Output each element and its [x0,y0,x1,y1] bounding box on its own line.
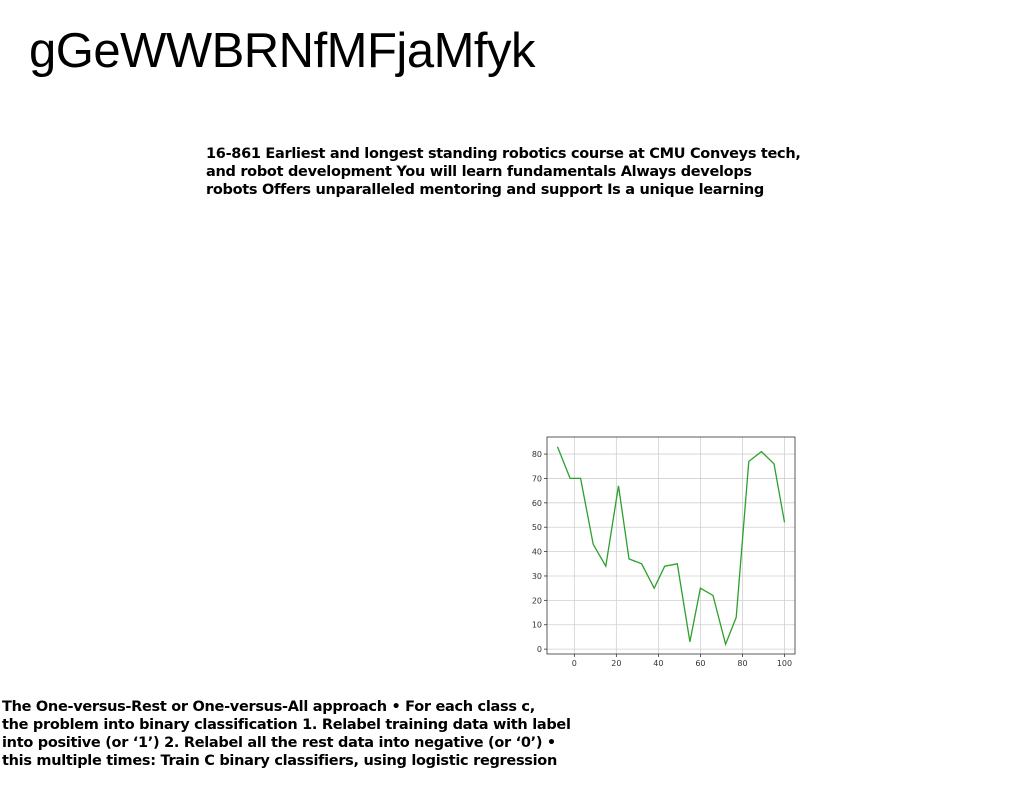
y-tick-label: 50 [532,523,542,532]
bottom-paragraph: The One-versus-Rest or One-versus-All ap… [2,698,622,770]
y-tick-label: 70 [532,474,542,483]
top-paragraph-line: robots Offers unparalleled mentoring and… [206,182,764,198]
y-axis-ticks: 0 10 20 30 40 50 60 70 80 [532,450,547,654]
y-tick-label: 40 [532,548,542,557]
y-tick-label: 80 [532,450,542,459]
y-tick-label: 10 [532,621,542,630]
y-tick-label: 20 [532,596,542,605]
y-tick-label: 0 [537,645,542,654]
x-tick-label: 60 [695,659,705,668]
plot-frame [546,436,796,655]
y-tick-label: 60 [532,499,542,508]
x-axis-ticks: 0 20 40 60 80 100 [572,654,792,668]
y-tick-label: 30 [532,572,542,581]
bottom-paragraph-line: the problem into binary classification 1… [2,717,571,733]
bottom-paragraph-line: this multiple times: Train C binary clas… [2,753,557,769]
chart-series [556,446,786,647]
x-tick-label: 0 [572,659,577,668]
x-tick-label: 20 [611,659,621,668]
line-chart: 0 20 40 60 80 100 0 10 20 30 40 50 60 70 80 [532,436,796,668]
x-tick-label: 100 [777,659,792,668]
page-title: gGeWWBRNfMFjaMfyk [29,24,536,78]
top-paragraph: 16-861 Earliest and longest standing rob… [206,145,846,199]
top-paragraph-line: 16-861 Earliest and longest standing rob… [206,146,801,162]
series-line [556,446,786,647]
bottom-paragraph-line: The One-versus-Rest or One-versus-All ap… [2,699,535,715]
chart-grid [547,437,795,654]
bottom-paragraph-line: into positive (or ‘1’) 2. Relabel all th… [2,735,556,751]
top-paragraph-line: and robot development You will learn fun… [206,164,752,180]
x-tick-label: 40 [653,659,663,668]
x-tick-label: 80 [737,659,747,668]
